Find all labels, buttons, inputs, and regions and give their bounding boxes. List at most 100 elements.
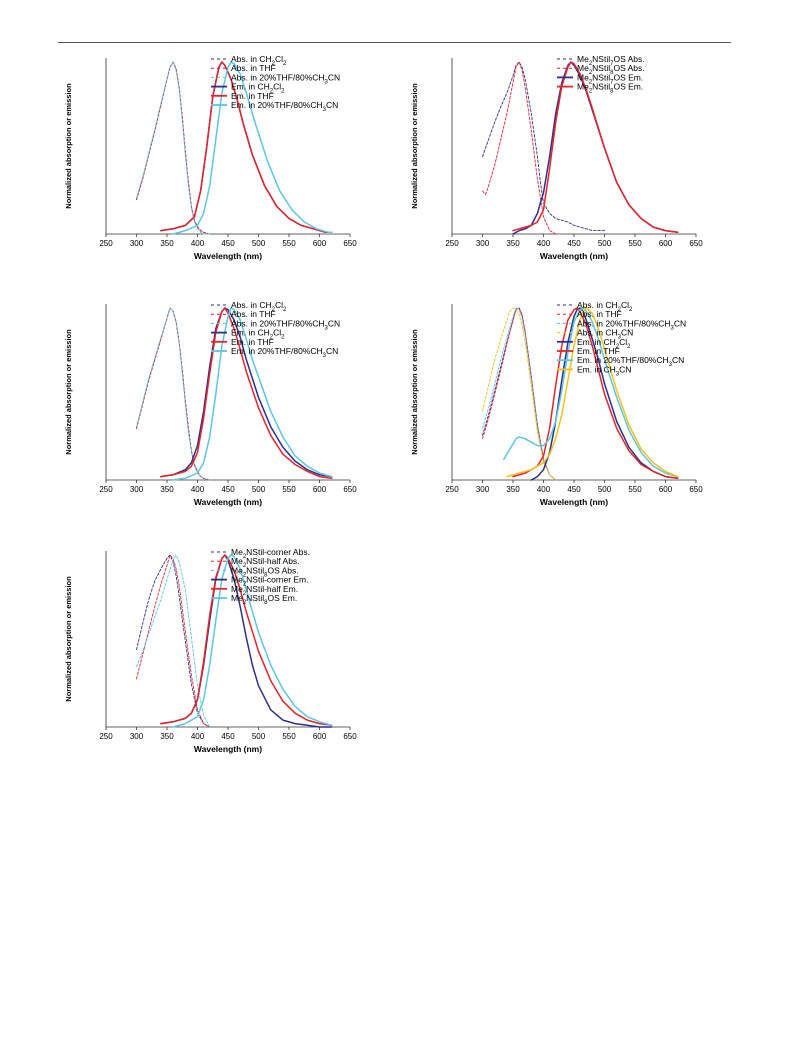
legend-label-me2nstil-half-em: Me2NStil-half Em. xyxy=(231,584,298,597)
legend-label-em-in-20-thf-80-ch3cn: Em. in 20%THF/80%CH3CN xyxy=(577,355,684,368)
series-line-em-in-20-thf-80-ch3cn xyxy=(172,61,333,235)
x-tick-label: 550 xyxy=(282,239,296,248)
legend-label-abs-in-20-thf-80-ch3cn: Abs. in 20%THF/80%CH3CN xyxy=(231,72,340,85)
x-tick-label: 550 xyxy=(282,485,296,494)
y-axis-label: Normalized absorption or emission xyxy=(64,329,73,455)
x-tick-label: 450 xyxy=(221,485,235,494)
legend-label-em-in-ch3cn: Em. in CH3CN xyxy=(577,364,631,377)
series-line-abs-in-ch2cl2 xyxy=(482,307,557,481)
legend-label-me2nstil8os-abs: Me2NStil8OS Abs. xyxy=(231,565,299,578)
x-tick-label: 400 xyxy=(191,239,205,248)
chart-stil7os-vs-stil8os: 250 300 350 400 450 500 550 600 650 Wavelength (n… xyxy=(410,54,703,261)
legend-label-me2nstil-corner-abs: Me2NStil-corner Abs. xyxy=(231,547,310,560)
series-line-em-in-thf xyxy=(160,61,333,234)
x-tick-label: 350 xyxy=(160,239,174,248)
legend-label-em-in-thf: Em. in THF xyxy=(231,337,274,347)
series-line-me2nstil-corner-abs xyxy=(136,554,211,728)
legend-label-me2nstil8os-em: Me2NStil8OS Em. xyxy=(577,82,643,95)
series-line-me2nstil-half-abs xyxy=(136,554,211,728)
x-tick-label: 400 xyxy=(191,732,205,741)
y-axis-label: Normalized absorption or emission xyxy=(410,329,419,455)
legend-label-em-in-ch2cl2: Em. in CH2Cl2 xyxy=(231,328,285,341)
x-tick-label: 500 xyxy=(252,239,266,248)
legend-label-abs-in-thf: Abs. in THF xyxy=(231,309,276,319)
x-tick-label: 300 xyxy=(130,485,144,494)
legend-label-em-in-thf: Em. in THF xyxy=(231,91,274,101)
x-tick-label: 500 xyxy=(252,485,266,494)
x-tick-label: 300 xyxy=(130,732,144,741)
x-tick-label: 600 xyxy=(659,239,673,248)
legend-label-abs-in-ch3cn: Abs. in CH3CN xyxy=(577,328,633,341)
x-tick-label: 300 xyxy=(476,239,490,248)
legend-label-me2nstil7os-abs: Me2NStil7OS Abs. xyxy=(577,54,645,67)
x-tick-label: 250 xyxy=(99,732,113,741)
legend-label-abs-in-ch2cl2: Abs. in CH2Cl2 xyxy=(577,300,633,313)
legend-label-abs-in-ch2cl2: Abs. in CH2Cl2 xyxy=(231,54,287,67)
series-line-em-in-ch2cl2 xyxy=(160,307,333,478)
series-line-abs-in-20-thf-80-ch3cn xyxy=(136,307,211,481)
series-line-me2nstil8os-abs xyxy=(136,554,211,728)
series-line-em-in-ch3cn xyxy=(506,307,679,478)
series-line-abs-in-20-thf-80-ch3cn xyxy=(136,61,211,235)
chart-corner-half-comparison: 250 300 350 400 450 500 550 600 650 Wavelength (n… xyxy=(64,547,357,754)
x-tick-label: 550 xyxy=(628,485,642,494)
x-axis-label: Wavelength (nm) xyxy=(540,251,608,261)
x-tick-label: 450 xyxy=(567,239,581,248)
legend-label-me2nstil-corner-em: Me2NStil-corner Em. xyxy=(231,575,309,588)
series-line-em-in-thf xyxy=(512,307,679,480)
x-tick-label: 400 xyxy=(537,239,551,248)
x-tick-label: 350 xyxy=(160,485,174,494)
x-tick-label: 350 xyxy=(506,239,520,248)
x-tick-label: 250 xyxy=(445,485,459,494)
x-axis-label: Wavelength (nm) xyxy=(194,251,262,261)
legend-label-abs-in-thf: Abs. in THF xyxy=(231,63,276,73)
y-axis-label: Normalized absorption or emission xyxy=(64,83,73,209)
legend-label-me2nstil7os-em: Me2NStil7OS Em. xyxy=(577,72,643,85)
chart-solvent-comparison-3: 250 300 350 400 450 500 550 600 650 Wavelength (n… xyxy=(410,300,703,507)
x-tick-label: 600 xyxy=(313,239,327,248)
legend-label-abs-in-thf: Abs. in THF xyxy=(577,309,622,319)
series-line-abs-in-ch2cl2 xyxy=(136,307,211,481)
x-tick-label: 450 xyxy=(221,732,235,741)
y-axis-label: Normalized absorption or emission xyxy=(64,576,73,702)
x-tick-label: 250 xyxy=(445,239,459,248)
legend-label-em-in-20-thf-80-ch3cn: Em. in 20%THF/80%CH3CN xyxy=(231,100,338,113)
x-tick-label: 650 xyxy=(343,732,357,741)
chart-solvent-comparison-1: 250 300 350 400 450 500 550 600 650 Wavelength (n… xyxy=(64,54,357,261)
x-tick-label: 550 xyxy=(282,732,296,741)
legend-label-em-in-thf: Em. in THF xyxy=(577,346,620,356)
y-axis-label: Normalized absorption or emission xyxy=(410,83,419,209)
chart-solvent-comparison-2: 250 300 350 400 450 500 550 600 650 Wavelength (n… xyxy=(64,300,357,507)
x-tick-label: 500 xyxy=(252,732,266,741)
x-tick-label: 600 xyxy=(313,732,327,741)
x-tick-label: 300 xyxy=(130,239,144,248)
legend-label-em-in-ch2cl2: Em. in CH2Cl2 xyxy=(231,82,285,95)
x-tick-label: 500 xyxy=(598,485,612,494)
x-tick-label: 600 xyxy=(659,485,673,494)
page-top-rule xyxy=(58,42,731,43)
series-line-abs-in-thf xyxy=(136,61,211,235)
x-tick-label: 350 xyxy=(160,732,174,741)
x-tick-label: 550 xyxy=(628,239,642,248)
series-line-me2nstil7os-abs xyxy=(482,61,605,232)
x-tick-label: 300 xyxy=(476,485,490,494)
x-axis-label: Wavelength (nm) xyxy=(194,497,262,507)
x-tick-label: 400 xyxy=(537,485,551,494)
x-tick-label: 500 xyxy=(598,239,612,248)
x-tick-label: 650 xyxy=(689,485,703,494)
legend-label-me2nstil8os-em: Me2NStil8OS Em. xyxy=(231,593,297,606)
series-line-em-in-thf xyxy=(160,307,333,480)
series-line-me2nstil8os-em xyxy=(512,61,679,234)
x-tick-label: 250 xyxy=(99,239,113,248)
series-line-abs-in-thf xyxy=(136,307,211,481)
legend-label-me2nstil-half-abs: Me2NStil-half Abs. xyxy=(231,556,300,569)
legend-label-em-in-20-thf-80-ch3cn: Em. in 20%THF/80%CH3CN xyxy=(231,346,338,359)
legend-label-abs-in-20-thf-80-ch3cn: Abs. in 20%THF/80%CH3CN xyxy=(577,318,686,331)
x-tick-label: 600 xyxy=(313,485,327,494)
series-line-em-in-20-thf-80-ch3cn xyxy=(503,307,679,478)
x-tick-label: 400 xyxy=(191,485,205,494)
legend-label-em-in-ch2cl2: Em. in CH2Cl2 xyxy=(577,337,631,350)
x-tick-label: 650 xyxy=(689,239,703,248)
legend-label-abs-in-20-thf-80-ch3cn: Abs. in 20%THF/80%CH3CN xyxy=(231,318,340,331)
x-tick-label: 250 xyxy=(99,485,113,494)
